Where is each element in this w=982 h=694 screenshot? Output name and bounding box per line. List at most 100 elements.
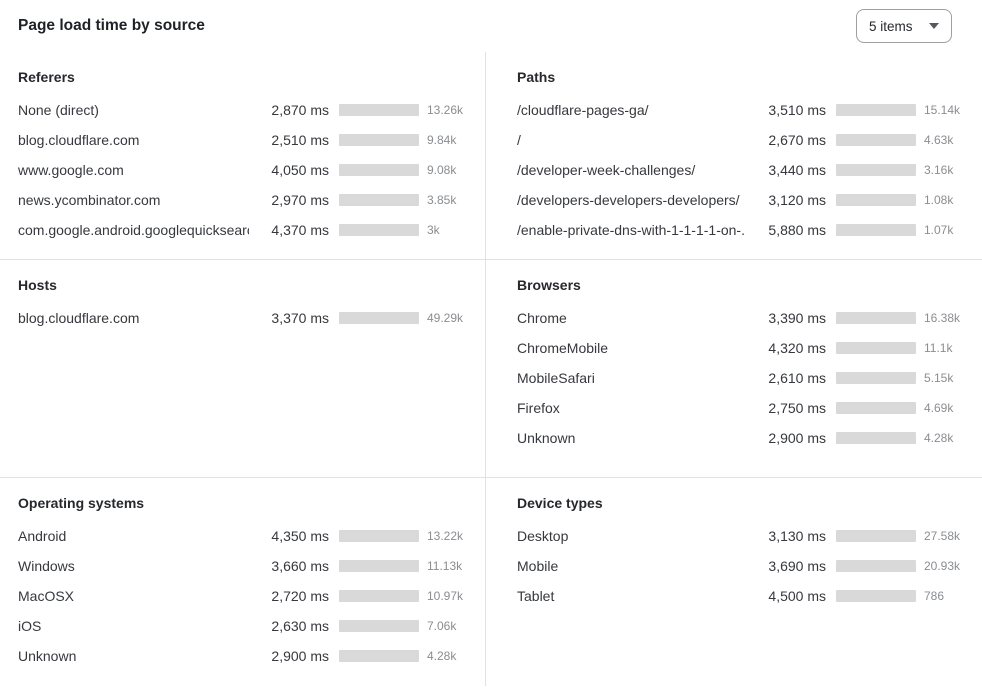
row-ms-value: 4,370 ms xyxy=(271,222,329,238)
panel-rows: Desktop 3,130 ms 27.58k Mobile 3,690 ms … xyxy=(517,521,976,611)
bar-track xyxy=(339,590,419,602)
panel-rows: Android 4,350 ms 13.22k Windows 3,660 ms… xyxy=(18,521,479,671)
row-label: Unknown xyxy=(18,648,77,664)
row-count: 10.97k xyxy=(427,589,464,603)
row-count: 4.28k xyxy=(924,431,954,445)
stat-row: Tablet 4,500 ms 786 xyxy=(517,581,976,611)
row-ms-value: 2,900 ms xyxy=(768,430,826,446)
panel-title: Browsers xyxy=(517,277,581,293)
row-ms-value: 4,500 ms xyxy=(768,588,826,604)
bar-track xyxy=(836,164,916,176)
row-label: MacOSX xyxy=(18,588,75,604)
bar-track xyxy=(836,134,916,146)
row-count: 9.84k xyxy=(427,133,457,147)
bar-track xyxy=(339,312,419,324)
stat-row: Android 4,350 ms 13.22k xyxy=(18,521,479,551)
row-ms-value: 2,670 ms xyxy=(768,132,826,148)
row-label: Firefox xyxy=(517,400,560,416)
bar-track xyxy=(836,530,916,542)
bar-track xyxy=(836,342,916,354)
stat-row: /cloudflare-pages-ga/ 3,510 ms 15.14k xyxy=(517,95,976,125)
chevron-down-icon xyxy=(929,23,939,29)
bar-track xyxy=(339,530,419,542)
stat-row: /enable-private-dns-with-1-1-1-1-on-... … xyxy=(517,215,976,245)
row-ms-value: 3,120 ms xyxy=(768,192,826,208)
stat-row: /developer-week-challenges/ 3,440 ms 3.1… xyxy=(517,155,976,185)
row-ms-value: 2,630 ms xyxy=(271,618,329,634)
row-count: 16.38k xyxy=(924,311,961,325)
row-count: 786 xyxy=(924,589,945,603)
bar-track xyxy=(836,224,916,236)
row-count: 13.22k xyxy=(427,529,464,543)
bar-track xyxy=(339,650,419,662)
row-count: 49.29k xyxy=(427,311,464,325)
stat-row: blog.cloudflare.com 2,510 ms 9.84k xyxy=(18,125,479,155)
row-ms-value: 5,880 ms xyxy=(768,222,826,238)
row-ms-value: 3,690 ms xyxy=(768,558,826,574)
row-count: 4.63k xyxy=(924,133,954,147)
stat-row: MobileSafari 2,610 ms 5.15k xyxy=(517,363,976,393)
panel-operating-systems: Operating systems Android 4,350 ms 13.22… xyxy=(0,477,486,686)
panel-title: Referers xyxy=(18,69,75,85)
row-count: 1.07k xyxy=(924,223,954,237)
row-label: Windows xyxy=(18,558,75,574)
panel-title: Device types xyxy=(517,495,603,511)
row-label: MobileSafari xyxy=(517,370,595,386)
stat-row: Unknown 2,900 ms 4.28k xyxy=(517,423,976,453)
row-count: 3.16k xyxy=(924,163,954,177)
bar-track xyxy=(339,560,419,572)
row-label: /developers-developers-developers/ xyxy=(517,192,740,208)
row-ms-value: 2,610 ms xyxy=(768,370,826,386)
panel-referers: Referers None (direct) 2,870 ms 13.26k b… xyxy=(0,52,486,259)
stat-row: Firefox 2,750 ms 4.69k xyxy=(517,393,976,423)
panels-grid: Referers None (direct) 2,870 ms 13.26k b… xyxy=(0,52,982,686)
row-count: 4.28k xyxy=(427,649,457,663)
bar-track xyxy=(339,104,419,116)
row-label: iOS xyxy=(18,618,42,634)
row-ms-value: 3,510 ms xyxy=(768,102,826,118)
page-title: Page load time by source xyxy=(18,17,205,34)
stat-row: Mobile 3,690 ms 20.93k xyxy=(517,551,976,581)
row-label: /cloudflare-pages-ga/ xyxy=(517,102,649,118)
panel-rows: Chrome 3,390 ms 16.38k ChromeMobile 4,32… xyxy=(517,303,976,453)
panel-browsers: Browsers Chrome 3,390 ms 16.38k ChromeMo… xyxy=(486,259,982,477)
row-count: 27.58k xyxy=(924,529,961,543)
row-ms-value: 2,750 ms xyxy=(768,400,826,416)
row-ms-value: 2,870 ms xyxy=(271,102,329,118)
panel-paths: Paths /cloudflare-pages-ga/ 3,510 ms 15.… xyxy=(486,52,982,259)
panel-rows: /cloudflare-pages-ga/ 3,510 ms 15.14k / … xyxy=(517,95,976,245)
row-ms-value: 2,900 ms xyxy=(271,648,329,664)
bar-track xyxy=(339,164,419,176)
row-count: 20.93k xyxy=(924,559,961,573)
panel-rows: blog.cloudflare.com 3,370 ms 49.29k xyxy=(18,303,479,333)
row-ms-value: 4,050 ms xyxy=(271,162,329,178)
row-label: Tablet xyxy=(517,588,555,604)
row-ms-value: 3,130 ms xyxy=(768,528,826,544)
row-ms-value: 2,510 ms xyxy=(271,132,329,148)
row-label: / xyxy=(517,132,521,148)
stat-row: Desktop 3,130 ms 27.58k xyxy=(517,521,976,551)
bar-track xyxy=(836,372,916,384)
row-label: www.google.com xyxy=(18,162,124,178)
panel-rows: None (direct) 2,870 ms 13.26k blog.cloud… xyxy=(18,95,479,245)
bar-track xyxy=(836,590,916,602)
stat-row: com.google.android.googlequicksearc... 4… xyxy=(18,215,479,245)
panel-hosts: Hosts blog.cloudflare.com 3,370 ms 49.29… xyxy=(0,259,486,477)
row-label: Desktop xyxy=(517,528,569,544)
items-count-select[interactable]: 5 items xyxy=(856,9,952,43)
row-ms-value: 2,720 ms xyxy=(271,588,329,604)
panel-title: Hosts xyxy=(18,277,57,293)
bar-track xyxy=(836,560,916,572)
row-count: 11.1k xyxy=(924,341,953,355)
stat-row: MacOSX 2,720 ms 10.97k xyxy=(18,581,479,611)
panel-title: Paths xyxy=(517,69,556,85)
row-label: blog.cloudflare.com xyxy=(18,310,140,326)
row-label: None (direct) xyxy=(18,102,99,118)
stat-row: None (direct) 2,870 ms 13.26k xyxy=(18,95,479,125)
stat-row: news.ycombinator.com 2,970 ms 3.85k xyxy=(18,185,479,215)
panel-title: Operating systems xyxy=(18,495,145,511)
row-label: Unknown xyxy=(517,430,576,446)
items-count-select-value: 5 items xyxy=(869,18,913,34)
row-ms-value: 3,370 ms xyxy=(271,310,329,326)
row-count: 4.69k xyxy=(924,401,954,415)
